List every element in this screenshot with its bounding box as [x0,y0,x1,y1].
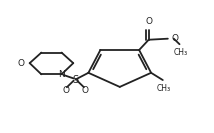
Text: S: S [72,75,79,85]
Text: O: O [145,17,152,26]
Text: N: N [58,70,65,79]
Text: O: O [82,86,88,95]
Text: CH₃: CH₃ [174,48,188,57]
Text: O: O [62,86,69,95]
Text: O: O [18,59,25,68]
Text: CH₃: CH₃ [157,84,171,93]
Text: O: O [171,34,178,43]
